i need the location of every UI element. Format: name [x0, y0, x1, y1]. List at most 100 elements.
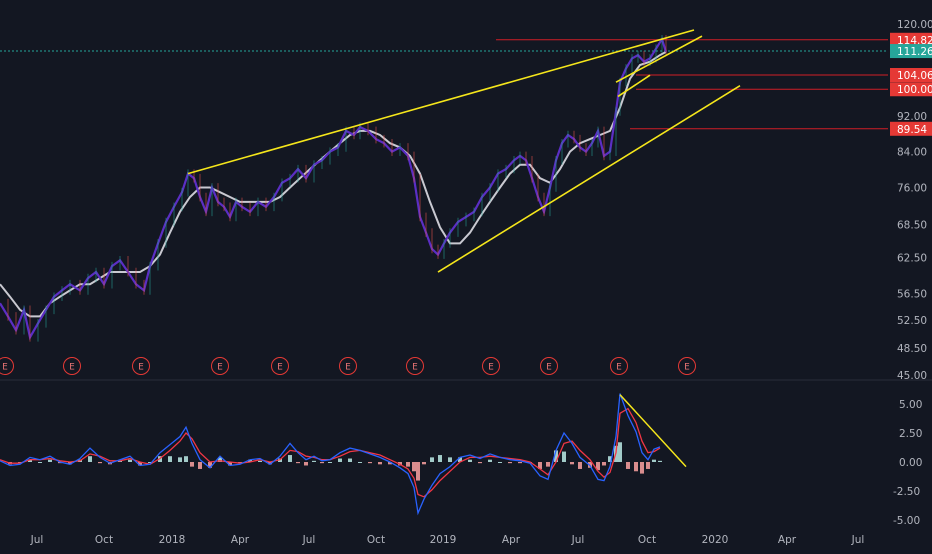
price-tag-label: 111.26 [897, 46, 932, 58]
earnings-marker-circle [271, 357, 289, 375]
earnings-marker-circle [406, 357, 424, 375]
macd-histogram-bar [248, 459, 252, 462]
macd-histogram-bar [328, 462, 332, 463]
earnings-marker-label: E [616, 363, 622, 373]
time-axis-tick: 2018 [159, 534, 186, 546]
macd-histogram-bar [98, 462, 102, 464]
macd-histogram-bar [348, 458, 352, 462]
macd-histogram-bar [458, 457, 462, 462]
macd-histogram-bar [538, 462, 542, 469]
macd-histogram-bar [634, 462, 638, 472]
price-axis-tick: 76.00 [897, 182, 927, 194]
time-axis-tick: Oct [95, 534, 113, 546]
macd-histogram-bar [296, 462, 300, 464]
price-tag-box [890, 68, 932, 83]
trendline [437, 85, 741, 273]
macd-histogram-bar [488, 459, 492, 462]
macd-histogram-bar [554, 450, 558, 462]
macd-histogram-bar [128, 459, 132, 462]
macd-axis-tick: 2.50 [899, 428, 922, 440]
macd-histogram-bar [578, 462, 582, 469]
macd-histogram-bar [562, 451, 566, 462]
macd-histogram-bar [626, 462, 630, 469]
macd-histogram-bar [138, 462, 142, 466]
time-axis-tick: Apr [502, 534, 521, 546]
earnings-marker: E [482, 357, 500, 375]
earnings-marker-circle [0, 357, 14, 375]
macd-histogram-bar [320, 462, 324, 464]
macd-histogram-bar [422, 462, 426, 465]
earnings-marker: E [271, 357, 289, 375]
macd-histogram-bar [416, 462, 420, 481]
earnings-marker: E [211, 357, 229, 375]
macd-axis-tick: 5.00 [899, 399, 922, 411]
earnings-marker-label: E [2, 363, 8, 373]
macd-histogram-bar [48, 459, 52, 462]
macd-histogram-bar [312, 460, 316, 462]
macd-histogram-bar [368, 462, 372, 464]
macd-histogram-bar [304, 462, 308, 466]
macd-histogram-bar [608, 456, 612, 462]
macd-histogram-bar [68, 462, 72, 465]
macd-histogram-bar [378, 462, 382, 465]
time-axis-tick: Jul [571, 534, 585, 546]
macd-histogram-bar [28, 459, 32, 462]
macd-histogram-bar [406, 462, 410, 467]
macd-histogram-bar [438, 455, 442, 462]
price-line [0, 36, 668, 341]
price-axis-tick: 56.50 [897, 289, 927, 301]
macd-histogram-bar [596, 462, 600, 471]
time-axis-tick: Jul [302, 534, 316, 546]
price-axis[interactable]: 120.00 92.00 84.00 76.00 68.50 62.50 56.50 52.5… [890, 19, 932, 527]
earnings-marker-label: E [546, 363, 552, 373]
macd-histogram-bar [508, 462, 512, 464]
macd-panel[interactable] [0, 393, 687, 516]
earnings-marker-circle [132, 357, 150, 375]
earnings-marker-label: E [684, 363, 690, 373]
macd-histogram-bar [168, 456, 172, 462]
earnings-marker: E [610, 357, 628, 375]
macd-histogram-bar [358, 462, 362, 463]
time-axis[interactable]: Jul Oct 2018 Apr Jul Oct 2019 Apr Jul Oct 2020 Apr J… [30, 534, 865, 546]
macd-histogram-bar [388, 462, 392, 465]
macd-signal-line [0, 407, 661, 498]
earnings-marker: E [540, 357, 558, 375]
macd-axis-tick: -5.00 [893, 515, 920, 527]
earnings-marker-circle [540, 357, 558, 375]
macd-line [0, 393, 661, 516]
trendline [617, 74, 651, 98]
macd-histogram-bar [618, 442, 622, 462]
earnings-marker-circle [211, 357, 229, 375]
price-tag-box [890, 82, 932, 97]
macd-axis-tick: 0.00 [899, 457, 922, 469]
macd-histogram-bar [430, 457, 434, 462]
time-axis-tick: Apr [778, 534, 797, 546]
price-axis-tick: 48.50 [897, 343, 927, 355]
macd-histogram-bar [228, 462, 232, 466]
price-axis-tick: 45.00 [897, 370, 927, 382]
earnings-marker-label: E [488, 363, 494, 373]
price-tag-box [890, 121, 932, 136]
macd-histogram-bar [190, 462, 194, 467]
price-tag-label: 100.00 [897, 84, 932, 96]
price-axis-tick: 120.00 [897, 19, 932, 31]
earnings-marker-circle [678, 357, 696, 375]
price-tag-label: 104.06 [897, 70, 932, 82]
time-axis-tick: 2020 [702, 534, 729, 546]
macd-histogram-bar [518, 462, 522, 464]
price-tag-box [890, 32, 932, 47]
macd-histogram-bar [658, 460, 662, 462]
earnings-marker: E [0, 357, 14, 375]
trendline [615, 35, 703, 83]
earnings-marker-label: E [138, 363, 144, 373]
time-axis-tick: Apr [231, 534, 250, 546]
macd-histogram-bar [468, 459, 472, 462]
macd-histogram-bar [448, 457, 452, 462]
macd-histogram-bar [478, 462, 482, 464]
earnings-marker-label: E [412, 363, 418, 373]
macd-histogram-bar [412, 462, 416, 472]
